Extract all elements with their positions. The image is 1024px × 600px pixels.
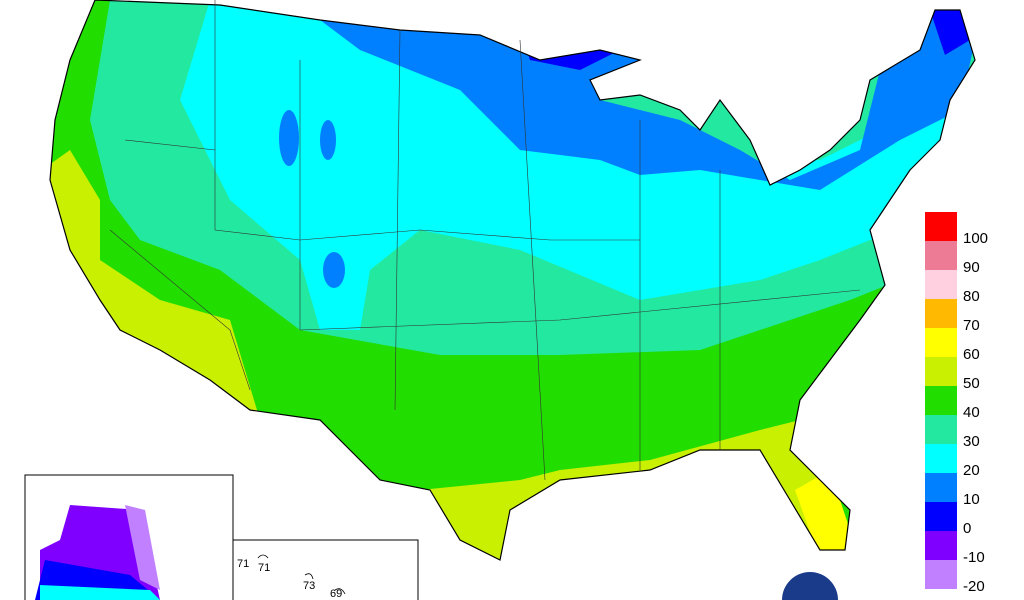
legend-swatch (925, 212, 957, 241)
legend-swatch (925, 502, 957, 531)
legend-label: -20 (963, 578, 985, 595)
zone-0-ne (930, 10, 970, 55)
legend-swatch (925, 560, 957, 589)
legend-swatch (925, 473, 957, 502)
legend-label: 80 (963, 288, 980, 305)
hawaii-label: 69 (330, 588, 342, 600)
alaska-inset (24, 474, 234, 600)
legend-label: 100 (963, 230, 988, 247)
legend-swatch (925, 415, 957, 444)
legend-label: 60 (963, 346, 980, 363)
legend-label: 30 (963, 433, 980, 450)
hawaii-label: 71 (237, 558, 249, 570)
legend-label: 50 (963, 375, 980, 392)
legend-label: 10 (963, 491, 980, 508)
us-outline (49, 0, 976, 561)
legend-swatch (925, 531, 957, 560)
zone-20 (180, 0, 960, 330)
legend-swatch (925, 328, 957, 357)
legend-swatch (925, 270, 957, 299)
zone-10-island (323, 252, 345, 288)
zone-60 (795, 470, 860, 560)
legend-swatch (925, 299, 957, 328)
hawaii-label: 71 (258, 562, 270, 574)
legend-label: 90 (963, 259, 980, 276)
legend-label: 0 (963, 520, 971, 537)
zone-10 (320, 10, 975, 190)
legend-swatch (925, 357, 957, 386)
zone-10-island (279, 110, 299, 166)
state-lines (109, 0, 861, 481)
legend-swatch (925, 444, 957, 473)
legend-label: 20 (963, 462, 980, 479)
hawaii-inset: 71 71 73 69 (232, 539, 419, 600)
legend-swatch (925, 241, 957, 270)
legend-label: 70 (963, 317, 980, 334)
hawaii-label: 73 (303, 580, 315, 592)
legend-label: -10 (963, 549, 985, 566)
legend-label: 40 (963, 404, 980, 421)
agency-seal (782, 572, 838, 600)
legend-swatch (925, 386, 957, 415)
zone-10-island (320, 120, 336, 160)
